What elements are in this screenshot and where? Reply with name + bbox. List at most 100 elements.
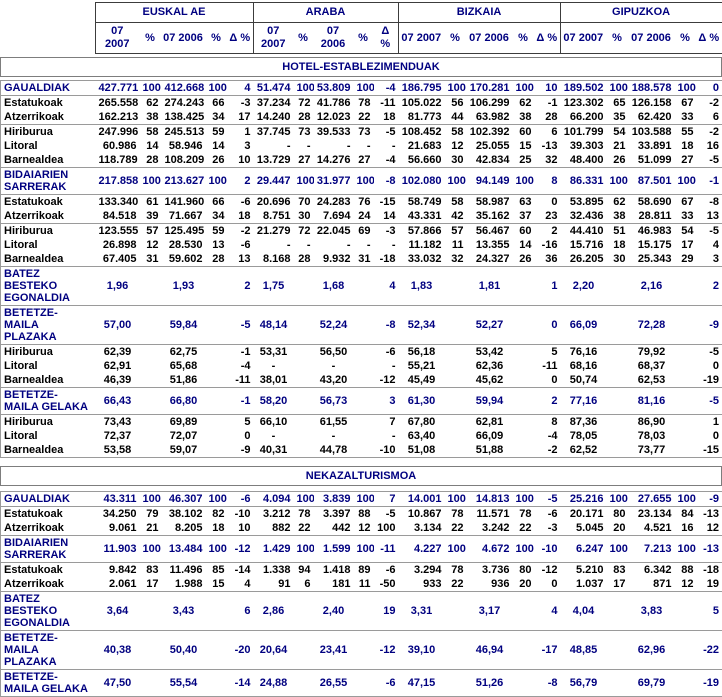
data-cell: 4,04 (561, 592, 607, 631)
data-cell: 18 (206, 521, 228, 536)
data-cell: -9 (228, 443, 254, 458)
data-cell: 72 (294, 224, 314, 239)
data-cell: 58.749 (399, 195, 445, 210)
data-cell: 38 (607, 209, 629, 224)
data-cell: 882 (254, 521, 294, 536)
data-cell: 31.977 (314, 168, 354, 195)
data-cell: 442 (314, 521, 354, 536)
data-cell: 133.340 (96, 195, 140, 210)
data-cell: 85 (206, 563, 228, 578)
data-cell: -8 (697, 195, 722, 210)
data-cell: 1 (697, 415, 722, 430)
data-cell: 51,08 (399, 443, 445, 458)
data-cell: 1.599 (314, 536, 354, 563)
data-cell (294, 359, 314, 373)
data-cell: 6 (228, 592, 254, 631)
data-cell: 100 (294, 168, 314, 195)
data-cell: 5 (535, 345, 561, 360)
data-cell: 28 (294, 110, 314, 125)
data-cell: 2 (535, 224, 561, 239)
data-cell: 100 (294, 81, 314, 96)
data-cell: 8 (535, 415, 561, 430)
data-cell: - (314, 139, 354, 153)
data-cell: 72 (294, 96, 314, 111)
data-cell: -3 (374, 224, 399, 239)
data-cell: 217.858 (96, 168, 140, 195)
data-cell (675, 443, 697, 458)
data-cell (513, 415, 535, 430)
data-cell: 34.250 (96, 507, 140, 522)
data-cell: 4.672 (467, 536, 513, 563)
data-cell: -1 (228, 345, 254, 360)
data-cell: 4 (228, 577, 254, 592)
data-cell: 14 (140, 139, 162, 153)
data-cell: 22 (445, 577, 467, 592)
data-cell: - (294, 238, 314, 252)
column-header: % (139, 23, 161, 54)
data-cell (354, 592, 374, 631)
data-cell: 15.716 (561, 238, 607, 252)
data-cell (445, 267, 467, 306)
data-cell: -22 (697, 631, 722, 670)
data-cell (513, 306, 535, 345)
data-cell: 4 (535, 592, 561, 631)
data-cell: 14.240 (254, 110, 294, 125)
data-cell: 3,17 (467, 592, 513, 631)
data-cell (294, 631, 314, 670)
data-cell: 44 (445, 110, 467, 125)
data-cell: 13 (206, 238, 228, 252)
data-cell: 69,79 (629, 670, 675, 697)
data-cell: 56 (445, 96, 467, 111)
data-cell (607, 631, 629, 670)
data-cell: 6.247 (561, 536, 607, 563)
data-cell: 427.771 (96, 81, 140, 96)
data-cell: 86,90 (629, 415, 675, 430)
data-cell: -20 (228, 631, 254, 670)
data-cell: 40,31 (254, 443, 294, 458)
data-cell (140, 388, 162, 415)
data-cell: -50 (374, 577, 399, 592)
data-cell: 31 (140, 252, 162, 267)
data-cell: -15 (374, 195, 399, 210)
data-cell: 62 (513, 96, 535, 111)
data-cell: -13 (535, 139, 561, 153)
data-cell: 61 (140, 195, 162, 210)
data-cell: 100 (675, 492, 697, 507)
data-cell: 32.436 (561, 209, 607, 224)
data-cell: 34 (206, 209, 228, 224)
data-cell: 7.694 (314, 209, 354, 224)
data-cell: 5.045 (561, 521, 607, 536)
data-cell: 100 (513, 168, 535, 195)
region-header-gipuzkoa: GIPUZKOA (560, 3, 722, 23)
data-cell: -12 (228, 536, 254, 563)
data-cell: 1,93 (162, 267, 206, 306)
data-cell: 100 (354, 168, 374, 195)
data-cell: 100 (294, 492, 314, 507)
data-cell: 45,49 (399, 373, 445, 388)
data-cell: 80 (607, 507, 629, 522)
row-label: Litoral (1, 359, 96, 373)
data-cell: 60 (513, 224, 535, 239)
data-cell: 105.022 (399, 96, 445, 111)
data-cell: 55,54 (162, 670, 206, 697)
data-cell (206, 415, 228, 430)
data-cell: 52,24 (314, 306, 354, 345)
data-cell: -19 (697, 670, 722, 697)
data-cell: 14.276 (314, 153, 354, 168)
data-cell: 66,43 (96, 388, 140, 415)
row-label: BIDAIARIEN SARRERAK (1, 536, 96, 563)
data-cell: 11 (445, 238, 467, 252)
data-cell: 66,80 (162, 388, 206, 415)
data-cell (354, 306, 374, 345)
data-cell: 39.533 (314, 125, 354, 140)
